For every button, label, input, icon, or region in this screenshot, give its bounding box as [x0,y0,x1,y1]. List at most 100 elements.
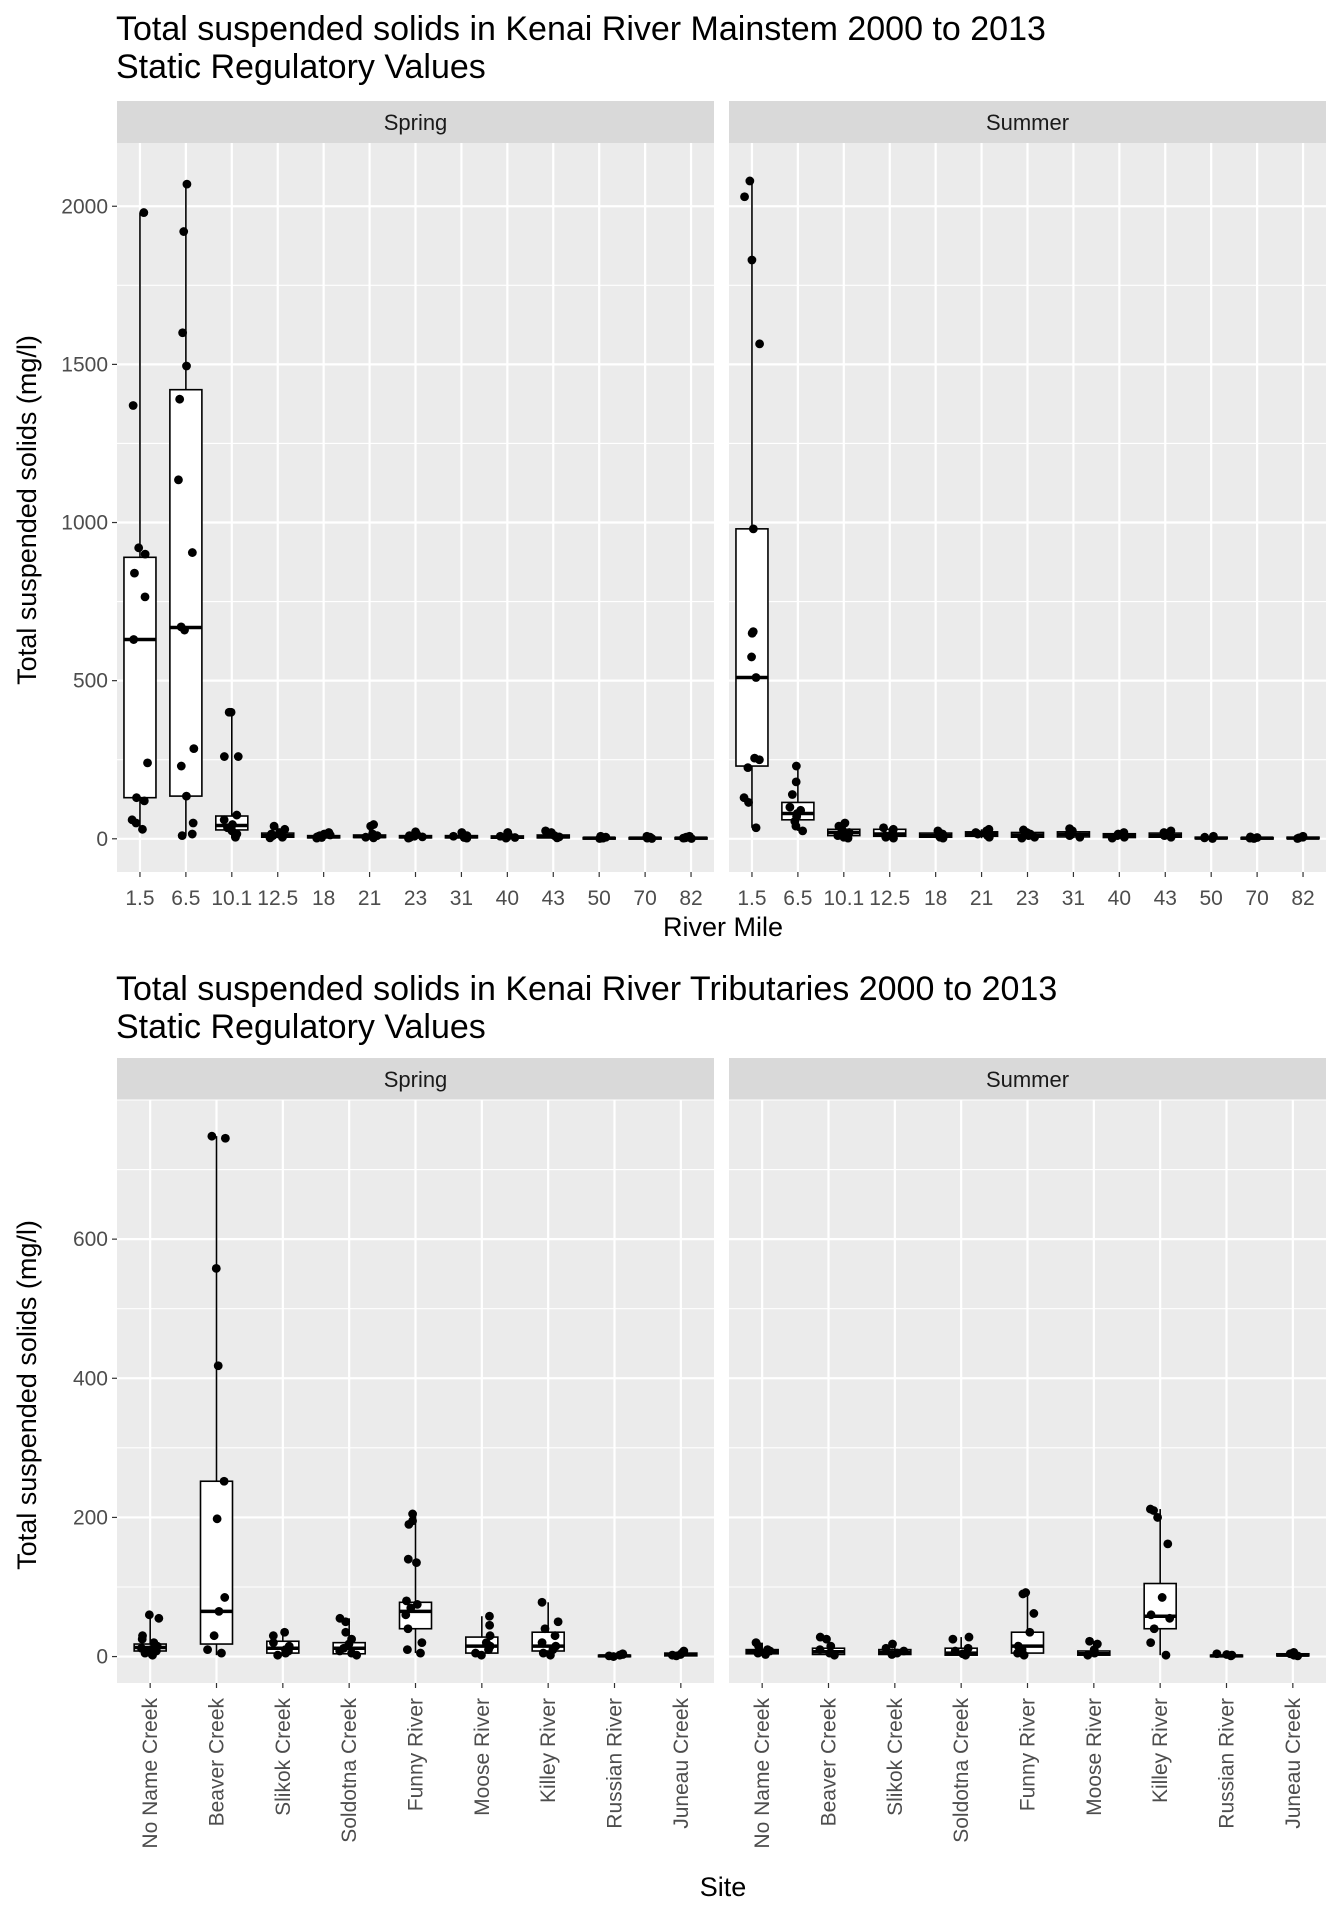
box-iqr [735,528,769,767]
data-point [1153,1513,1163,1522]
y-tick-label: 1500 [61,353,108,376]
x-tick-label-beaver-creek: Beaver Creek [206,1698,229,1827]
data-point [220,1133,230,1143]
x-tick-label-1-5: 1.5 [125,887,154,910]
data-point [214,1606,224,1616]
x-tick-label-21: 21 [970,887,993,910]
box-1-5 [123,212,157,830]
data-point [1208,834,1217,843]
x-tick-label-moose-river: Moose River [1083,1698,1106,1816]
data-point [182,179,192,189]
data-point [140,1648,150,1658]
data-point [232,810,242,820]
data-point [143,758,152,768]
data-point [754,1641,763,1651]
data-point [361,832,371,842]
x-tick-label-slikok-creek: Slikok Creek [272,1698,295,1816]
data-point [154,1613,164,1623]
strip-summer [729,101,1326,143]
data-point [148,1650,157,1660]
data-point [140,549,150,559]
data-point [1119,832,1129,842]
data-point [418,832,427,842]
data-point [899,1646,909,1656]
x-tick-label-18: 18 [312,887,335,910]
box-iqr [199,1480,234,1645]
data-point [754,755,764,765]
data-point [404,833,413,843]
data-point [984,832,994,842]
data-point [552,833,562,843]
data-point [280,1627,290,1637]
data-point [1018,1589,1028,1599]
mainstem-x-axis-title: River Mile [663,912,783,942]
data-point [1017,833,1027,843]
data-point [188,818,198,828]
data-point [1149,1506,1158,1515]
data-point [449,831,458,841]
x-tick-label-6-5: 6.5 [783,887,812,910]
data-point [179,227,189,236]
data-point [843,833,853,843]
data-point [176,761,186,771]
data-point [1200,833,1209,843]
data-point [822,1634,831,1644]
y-tick-label: 500 [73,670,108,693]
panel-spring: Spring 0 200 400 600 No Name Creek Beaver Cree… [73,1058,714,1849]
data-point [540,1624,550,1634]
box-iqr [123,556,157,799]
mainstem-y-axis-title: Total suspended solids (mg/l) [12,335,42,685]
data-point [1065,831,1075,841]
data-point [887,1650,897,1659]
x-tick-label-82: 82 [1291,887,1314,910]
x-tick-label-70: 70 [1245,887,1268,910]
x-tick-label-moose-river: Moose River [471,1698,494,1816]
data-point [139,796,149,806]
data-point [281,1648,291,1658]
data-point [273,1650,283,1660]
data-point [787,790,797,799]
data-point [948,1634,958,1644]
data-point [219,752,229,761]
x-tick-label-killey-river: Killey River [537,1698,560,1803]
data-point [747,652,756,662]
x-tick-label-juneau-creek: Juneau Creek [670,1698,693,1829]
tributaries-x-axis-title: Site [700,1872,747,1902]
data-point [408,1509,418,1519]
data-point [798,826,808,836]
data-point [175,394,185,404]
data-point [220,1593,230,1602]
data-point [537,1638,547,1648]
x-tick-label-40: 40 [1108,887,1131,910]
data-point [879,823,888,833]
x-tick-label-beaver-creek: Beaver Creek [818,1698,841,1827]
data-point [745,176,755,186]
strip-label-spring: Spring [384,110,448,135]
data-point [132,793,141,803]
data-point [815,1645,825,1655]
data-point [1107,833,1117,843]
x-tick-label-18: 18 [924,887,947,910]
box-1-5 [735,180,769,828]
mainstem-chart-subtitle: Static Regulatory Values [116,48,486,86]
data-point [129,635,139,644]
data-point [761,1650,770,1659]
strip-spring [117,101,714,143]
data-point [128,401,138,410]
data-point [501,833,511,843]
data-point [1161,1650,1171,1660]
data-point [187,829,197,839]
data-point [881,832,891,842]
data-point [233,752,243,761]
x-tick-label-82: 82 [679,887,702,910]
data-point [609,1652,618,1661]
data-point [412,1558,421,1568]
data-point [963,1643,973,1653]
data-point [743,763,753,773]
data-point [1226,1651,1236,1661]
y-tick-label: 600 [73,1228,108,1251]
y-tick-label: 1000 [61,512,108,535]
data-point [312,833,322,843]
box-iqr [169,388,203,797]
